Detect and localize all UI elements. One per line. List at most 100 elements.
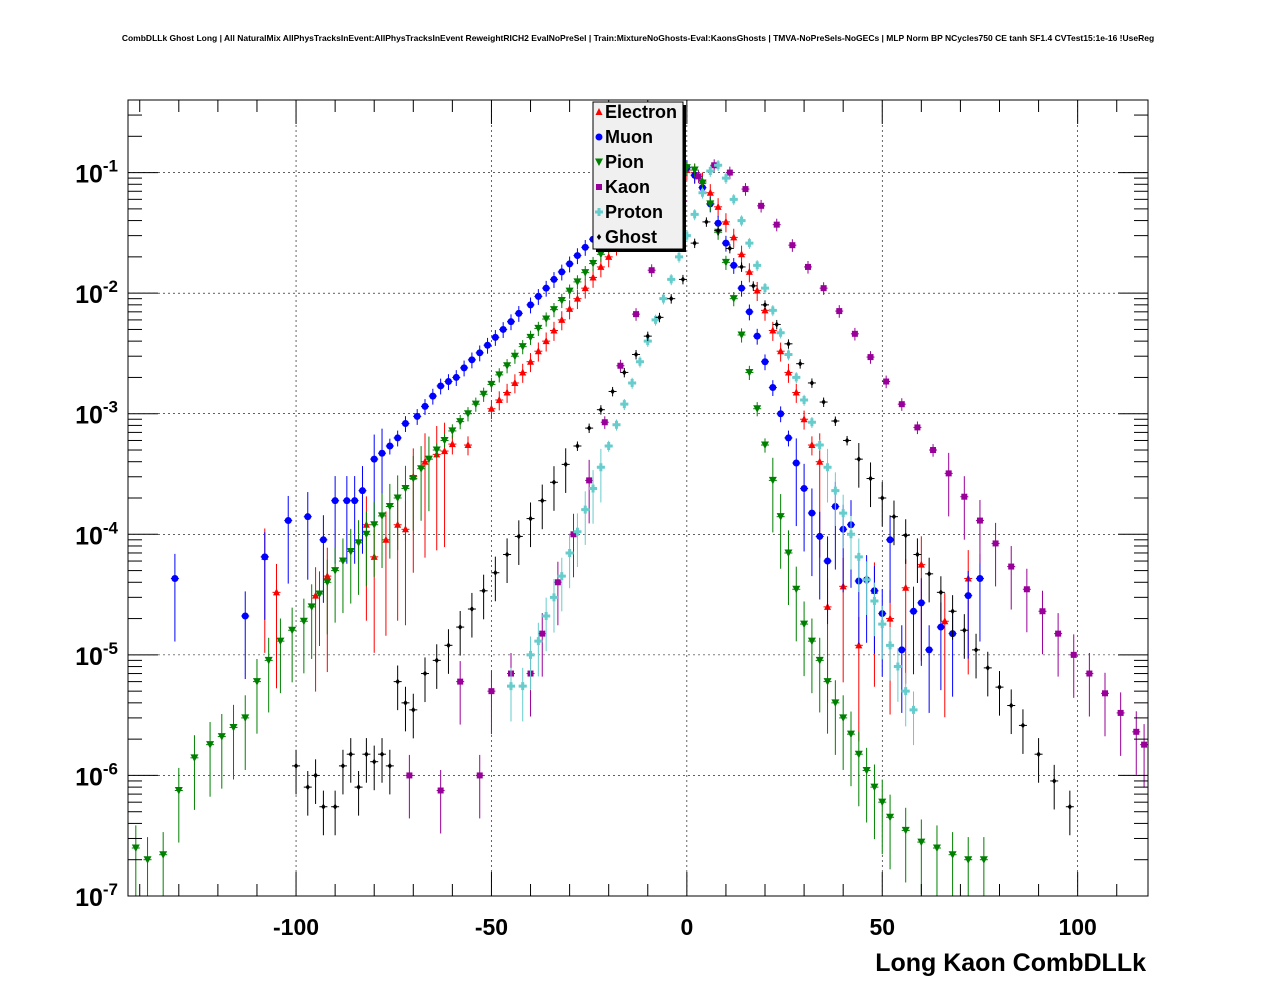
point-ghost — [493, 569, 498, 576]
point-ghost — [692, 240, 697, 247]
point-pion — [288, 626, 297, 635]
point-pion — [721, 258, 730, 267]
point-electron — [550, 326, 558, 334]
point-ghost — [332, 803, 338, 810]
x-tick-label: -50 — [475, 914, 508, 940]
point-electron — [589, 273, 597, 281]
point-ghost — [372, 758, 377, 765]
point-kaon — [773, 221, 780, 228]
point-muon — [241, 612, 249, 620]
point-muon — [910, 607, 918, 615]
point-kaon — [930, 447, 937, 454]
point-ghost — [379, 751, 385, 758]
point-proton — [815, 441, 824, 450]
point-electron — [382, 535, 390, 543]
point-muon — [394, 434, 402, 442]
point-kaon — [633, 311, 640, 318]
point-pion — [362, 530, 371, 539]
point-pion — [217, 733, 226, 741]
point-proton — [807, 418, 816, 427]
point-pion — [698, 179, 707, 187]
point-kaon — [406, 772, 413, 779]
point-proton — [628, 378, 637, 387]
point-proton — [768, 306, 777, 315]
point-pion — [596, 250, 605, 259]
point-muon — [925, 646, 933, 654]
point-kaon — [1039, 608, 1046, 615]
y-tick-label: 10-7 — [75, 880, 118, 912]
point-ghost — [868, 475, 873, 482]
point-muon — [444, 378, 452, 386]
point-proton — [901, 687, 910, 696]
point-electron — [777, 347, 785, 355]
point-muon — [550, 275, 558, 283]
point-muon — [484, 341, 492, 349]
point-proton — [526, 650, 535, 659]
point-pion — [706, 200, 715, 208]
point-muon — [499, 325, 507, 333]
point-pion — [862, 766, 871, 775]
point-proton — [839, 509, 848, 518]
point-proton — [620, 400, 629, 409]
point-proton — [823, 463, 832, 472]
point-ghost — [1009, 702, 1014, 709]
point-muon — [429, 392, 437, 400]
point-ghost — [962, 627, 967, 634]
point-pion — [143, 856, 152, 864]
legend-marker-proton — [595, 208, 603, 216]
point-pion — [159, 851, 168, 859]
point-proton — [909, 705, 918, 714]
point-muon — [468, 356, 476, 364]
point-pion — [331, 567, 340, 575]
y-tick-label: 10-4 — [75, 518, 118, 550]
point-pion — [229, 723, 238, 732]
point-muon — [964, 592, 972, 600]
legend-entry-muon: Muon — [595, 127, 653, 147]
point-muon — [769, 384, 777, 392]
point-kaon — [851, 330, 858, 337]
point-electron — [730, 233, 738, 241]
point-muon — [730, 261, 738, 269]
point-proton — [776, 328, 785, 337]
point-kaon — [601, 419, 608, 426]
point-pion — [206, 741, 215, 749]
point-muon — [581, 243, 589, 251]
point-pion — [241, 714, 250, 722]
point-ghost — [844, 437, 850, 444]
point-electron — [722, 217, 730, 225]
point-muon — [534, 292, 542, 300]
point-pion — [690, 166, 699, 175]
point-muon — [917, 599, 925, 607]
point-electron — [902, 583, 910, 591]
point-proton — [761, 284, 770, 293]
point-ghost — [938, 589, 944, 596]
point-ghost — [364, 751, 369, 758]
point-pion — [565, 287, 574, 296]
point-pion — [190, 754, 199, 762]
point-pion — [573, 278, 582, 286]
point-pion — [542, 315, 551, 324]
point-electron — [714, 202, 722, 210]
point-kaon — [488, 688, 495, 695]
point-ghost — [1020, 722, 1026, 729]
point-kaon — [1133, 728, 1140, 735]
point-kaon — [867, 354, 874, 361]
point-electron — [808, 441, 816, 449]
point-ghost — [348, 751, 353, 758]
point-muon — [527, 301, 535, 309]
point-proton — [549, 593, 558, 602]
point-electron — [312, 591, 320, 599]
point-pion — [807, 637, 816, 646]
point-kaon — [742, 186, 749, 193]
point-electron — [495, 395, 503, 403]
point-ghost — [403, 699, 408, 706]
point-muon — [722, 239, 730, 247]
point-ghost — [395, 678, 400, 685]
point-muon — [476, 349, 484, 357]
point-electron — [527, 357, 535, 365]
point-kaon — [457, 678, 464, 685]
point-proton — [706, 167, 715, 176]
point-ghost — [680, 276, 686, 283]
point-pion — [495, 371, 504, 379]
